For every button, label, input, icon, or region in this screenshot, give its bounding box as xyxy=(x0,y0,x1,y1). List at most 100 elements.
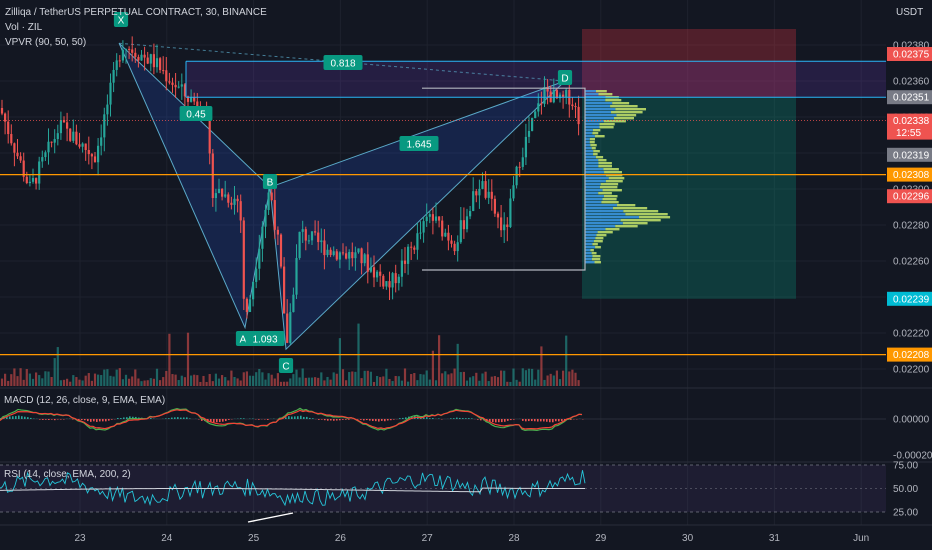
vpvr-bar-up xyxy=(585,90,596,93)
volume-bar xyxy=(217,378,221,386)
volume-bar xyxy=(558,379,562,386)
candle-body xyxy=(419,232,422,234)
candle-body xyxy=(41,157,44,162)
macd-histogram-bar xyxy=(45,419,47,420)
rsi-label[interactable]: RSI (14, close, EMA, 200, 2) xyxy=(4,469,131,480)
ratio-bc-label-bg xyxy=(399,136,439,151)
candle-body xyxy=(121,49,124,61)
point-a-label: A xyxy=(240,335,247,346)
vpvr-bar-up xyxy=(585,165,599,168)
candle-body xyxy=(106,104,109,115)
volume-bar xyxy=(112,376,115,386)
candle-body xyxy=(385,281,388,287)
vpvr-indicator-label[interactable]: VPVR (90, 50, 50) xyxy=(5,37,87,48)
candle-body xyxy=(537,103,540,112)
vpvr-bar-down xyxy=(605,99,622,102)
macd-histogram-bar xyxy=(111,419,113,420)
candle-body xyxy=(397,276,400,284)
macd-histogram-bar xyxy=(432,418,434,419)
volume-bar xyxy=(481,373,484,386)
volume-bar xyxy=(261,372,264,386)
volume-bar xyxy=(534,379,537,386)
price-tag-bg xyxy=(887,347,932,362)
volume-bar xyxy=(422,374,425,386)
vpvr-bar-down xyxy=(623,210,659,213)
vpvr-bar-down xyxy=(598,192,612,195)
macd-histogram-bar xyxy=(12,416,14,419)
volume-bar xyxy=(140,381,143,386)
volume-bar xyxy=(391,381,394,386)
volume-bar xyxy=(549,373,552,386)
volume-bar xyxy=(314,377,317,386)
candle-body xyxy=(4,113,7,122)
macd-histogram-bar xyxy=(297,416,299,419)
volume-bar xyxy=(0,378,4,386)
volume-bar xyxy=(131,376,134,386)
candle-body xyxy=(326,249,329,256)
volume-bar xyxy=(472,376,475,386)
candle-body xyxy=(245,298,248,313)
vpvr-bar-up xyxy=(585,144,591,147)
macd-histogram-bar xyxy=(423,417,425,419)
volume-bar xyxy=(515,379,518,386)
candle-body xyxy=(382,275,385,287)
candle-body xyxy=(425,216,428,222)
vpvr-bar-down xyxy=(613,117,635,120)
candle-body xyxy=(59,120,62,134)
macd-histogram-bar xyxy=(27,417,29,419)
candle-body xyxy=(506,224,509,227)
candle-body xyxy=(503,224,506,231)
candle-body xyxy=(196,101,199,109)
macd-histogram-bar xyxy=(117,417,119,419)
y-tick-label: 0.02380 xyxy=(893,41,930,52)
vpvr-bar-down xyxy=(601,201,619,204)
candle-body xyxy=(168,81,171,83)
vpvr-bar-up xyxy=(585,159,599,162)
range-bracket xyxy=(422,87,586,271)
macd-histogram-bar xyxy=(63,419,65,420)
vpvr-bar-up xyxy=(585,216,640,219)
candle-body xyxy=(62,120,66,123)
macd-histogram-bar xyxy=(489,419,491,422)
candle-body xyxy=(304,229,307,241)
x-tick-label: 24 xyxy=(161,533,173,544)
vpvr-bar-up xyxy=(585,105,611,108)
macd-histogram-bar xyxy=(480,419,482,421)
vpvr-bar-down xyxy=(605,228,620,231)
volume-bar xyxy=(304,377,307,386)
y-tick-label: 0.02200 xyxy=(893,365,930,376)
candle-body xyxy=(233,198,236,205)
volume-bar xyxy=(351,371,354,386)
volume-bar xyxy=(307,377,310,386)
macd-histogram-bar xyxy=(288,416,290,419)
vpvr-bar-up xyxy=(585,261,595,264)
macd-histogram-bar xyxy=(465,418,467,419)
macd-histogram-bar xyxy=(309,417,311,419)
volume-bar xyxy=(90,380,93,386)
candle-body xyxy=(124,48,128,50)
volume-bar xyxy=(84,375,87,386)
candle-body xyxy=(555,90,558,99)
candle-body xyxy=(44,152,47,158)
volume-bar xyxy=(69,381,72,386)
volume-bar xyxy=(577,380,580,386)
candle-body xyxy=(69,128,72,141)
candle-body xyxy=(496,213,500,218)
volume-bar xyxy=(44,371,47,386)
macd-histogram-bar xyxy=(303,416,305,419)
volume-bar xyxy=(152,378,155,386)
volume-indicator-label[interactable]: Vol · ZIL xyxy=(5,22,43,33)
candle-body xyxy=(338,252,341,260)
volume-bar xyxy=(289,378,292,386)
volume-bar xyxy=(478,380,481,386)
volume-bars xyxy=(0,323,580,386)
macd-label[interactable]: MACD (12, 26, close, 9, EMA, EMA) xyxy=(4,395,166,406)
macd-histogram-bar xyxy=(60,419,62,420)
vpvr-bar-up xyxy=(585,213,626,216)
volume-bar xyxy=(93,373,97,386)
vpvr-bar-down xyxy=(595,90,607,93)
candle-body xyxy=(478,188,481,196)
vpvr-bar-down xyxy=(595,246,601,249)
macd-histogram-bar xyxy=(222,419,224,422)
